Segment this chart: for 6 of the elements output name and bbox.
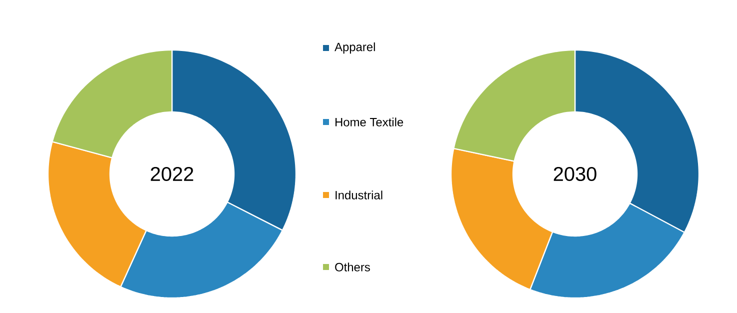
legend-label: Apparel <box>334 42 375 54</box>
text: 2030 <box>554 166 596 182</box>
legend-label: Others <box>335 262 370 272</box>
legend-label: Home Textile <box>336 118 404 126</box>
legend-label: Industrial <box>336 190 382 200</box>
text: 2022 <box>150 166 194 182</box>
